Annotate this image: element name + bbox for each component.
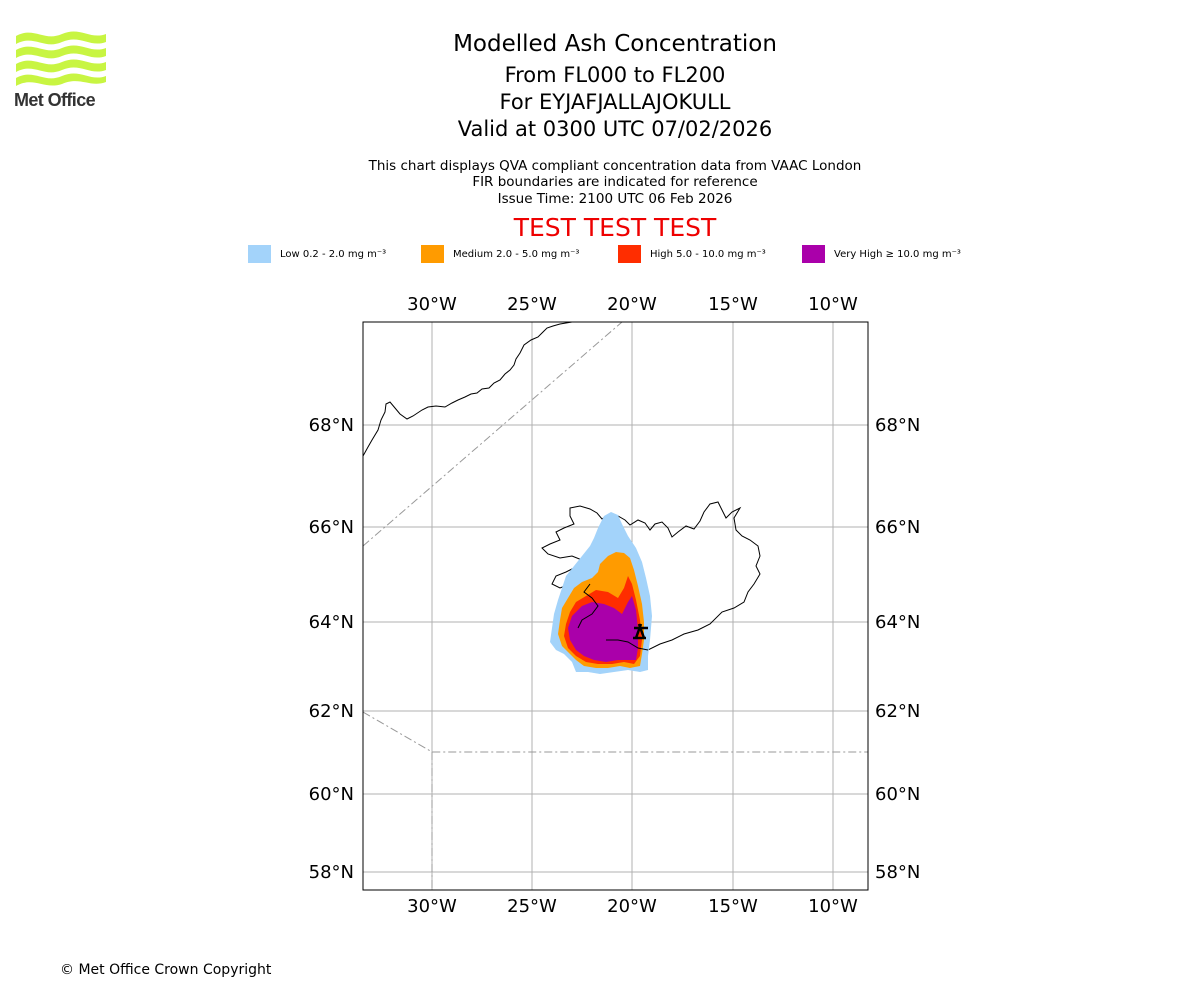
lon-label-top: 20°W (607, 294, 657, 315)
met-office-waves-icon (16, 31, 106, 86)
lon-label-top: 10°W (808, 294, 858, 315)
iceland-coastline-overlay (577, 583, 649, 651)
legend-item-low: Low 0.2 - 2.0 mg m⁻³ (248, 244, 386, 264)
issue-time: Issue Time: 2100 UTC 06 Feb 2026 (497, 191, 733, 207)
test-banner: TEST TEST TEST (513, 213, 717, 242)
valid-time: Valid at 0300 UTC 07/02/2026 (457, 117, 773, 141)
lon-label-bottom: 30°W (407, 896, 457, 917)
lon-label-top: 15°W (708, 294, 758, 315)
volcano-icon (633, 623, 648, 640)
chart-note: This chart displays QVA compliant concen… (368, 158, 862, 174)
iceland-coastline (541, 501, 761, 651)
lat-label-left: 62°N (309, 701, 354, 722)
met-office-logo: Met Office (14, 28, 108, 114)
lat-label-left: 60°N (309, 784, 354, 805)
fir-boundaries (363, 322, 868, 890)
lat-label-right: 64°N (875, 612, 920, 633)
map-content (363, 322, 868, 890)
lat-label-right: 62°N (875, 701, 920, 722)
map-frame (362, 321, 869, 891)
lon-label-bottom: 15°W (708, 896, 758, 917)
lat-label-left: 68°N (309, 415, 354, 436)
chart-title: Modelled Ash Concentration (453, 31, 777, 57)
volcano-name: For EYJAFJALLAJOKULL (499, 90, 731, 114)
lon-label-bottom: 20°W (607, 896, 657, 917)
ash-area-very-high (568, 596, 638, 662)
lat-label-right: 60°N (875, 784, 920, 805)
copyright-notice: © Met Office Crown Copyright (60, 962, 272, 978)
legend-item-high: High 5.0 - 10.0 mg m⁻³ (618, 244, 766, 264)
legend-label-very-high: Very High ≥ 10.0 mg m⁻³ (834, 248, 961, 260)
graticule (363, 322, 868, 890)
legend-label-medium: Medium 2.0 - 5.0 mg m⁻³ (453, 248, 580, 260)
legend-label-high: High 5.0 - 10.0 mg m⁻³ (650, 248, 766, 260)
lat-label-left: 66°N (309, 517, 354, 538)
lon-label-bottom: 25°W (507, 896, 557, 917)
lat-label-right: 66°N (875, 517, 920, 538)
greenland-coastline (363, 322, 573, 457)
legend-item-very-high: Very High ≥ 10.0 mg m⁻³ (802, 244, 961, 264)
lat-label-left: 58°N (309, 862, 354, 883)
legend-swatch-medium (421, 245, 444, 263)
lon-label-top: 30°W (407, 294, 457, 315)
legend-swatch-low (248, 245, 271, 263)
legend-label-low: Low 0.2 - 2.0 mg m⁻³ (280, 248, 387, 260)
legend-swatch-very-high (802, 245, 825, 263)
fir-note: FIR boundaries are indicated for referen… (472, 174, 758, 190)
legend-item-medium: Medium 2.0 - 5.0 mg m⁻³ (421, 244, 579, 264)
legend-swatch-high (618, 245, 641, 263)
lat-label-right: 68°N (875, 415, 920, 436)
lat-label-left: 64°N (309, 612, 354, 633)
lat-label-right: 58°N (875, 862, 920, 883)
lon-label-bottom: 10°W (808, 896, 858, 917)
lon-label-top: 25°W (507, 294, 557, 315)
logo-wordmark: Met Office (14, 90, 96, 110)
flight-levels: From FL000 to FL200 (504, 63, 726, 87)
